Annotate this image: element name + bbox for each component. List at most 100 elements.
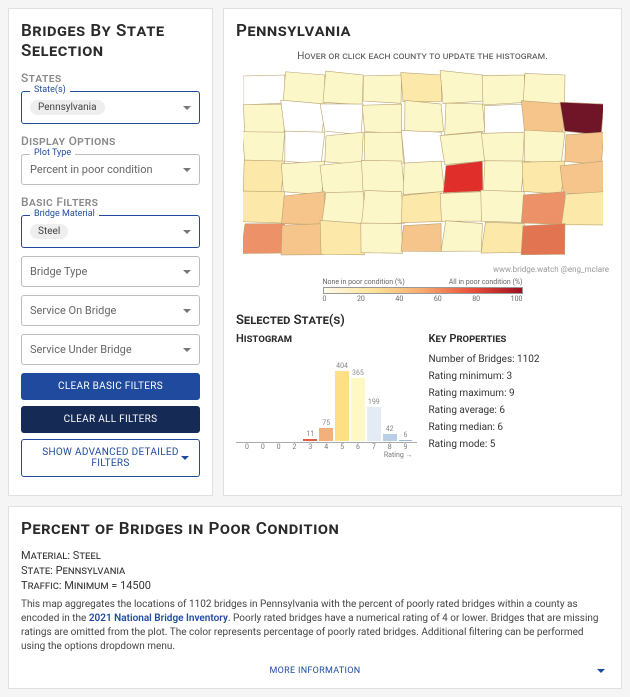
county[interactable] xyxy=(243,160,284,193)
info-line: Traffic: Minimum = 14500 xyxy=(21,579,609,592)
county[interactable] xyxy=(560,161,603,195)
county[interactable] xyxy=(480,190,524,222)
plot-type-value: Percent in poor condition xyxy=(30,163,153,176)
map-legend: None in poor condition (%) All in poor c… xyxy=(236,278,609,303)
map-attribution: www.bridge.watch @eng_mclare xyxy=(236,265,609,274)
histogram-title: Histogram xyxy=(236,332,417,345)
county[interactable] xyxy=(280,100,324,135)
map-panel: Pennsylvania Hover or click each county … xyxy=(223,8,622,496)
chevron-down-icon xyxy=(181,456,189,460)
county[interactable] xyxy=(283,72,325,105)
clear-all-button[interactable]: CLEAR ALL FILTERS xyxy=(21,406,200,433)
plot-type-select[interactable]: Plot Type Percent in poor condition xyxy=(21,154,200,185)
county[interactable] xyxy=(320,161,364,195)
county[interactable] xyxy=(521,101,565,135)
county[interactable] xyxy=(440,132,485,164)
service-under-value: Service Under Bridge xyxy=(30,343,132,356)
properties-block: Key Properties Number of Bridges: 1102Ra… xyxy=(429,332,610,459)
county[interactable] xyxy=(400,73,441,102)
county[interactable] xyxy=(403,161,444,194)
county[interactable] xyxy=(521,192,564,225)
display-heading: Display Options xyxy=(21,134,200,148)
county[interactable] xyxy=(281,161,324,195)
county[interactable] xyxy=(243,75,285,105)
info-title: Percent of Bridges in Poor Condition xyxy=(21,519,609,539)
county[interactable] xyxy=(324,132,362,165)
county[interactable] xyxy=(360,223,402,253)
county[interactable] xyxy=(443,161,482,193)
chevron-down-icon xyxy=(183,168,191,172)
county[interactable] xyxy=(281,192,324,225)
selected-heading: Selected State(s) xyxy=(236,313,609,328)
county[interactable] xyxy=(321,192,364,225)
county[interactable] xyxy=(444,103,484,135)
county-map[interactable] xyxy=(243,68,603,258)
county[interactable] xyxy=(361,160,405,195)
histogram-xlabel: Rating → xyxy=(236,451,417,459)
bridge-type-value: Bridge Type xyxy=(30,265,87,278)
states-select[interactable]: State(s) Pennsylvania xyxy=(21,91,200,124)
clear-basic-button[interactable]: CLEAR BASIC FILTERS xyxy=(21,373,200,400)
state-title: Pennsylvania xyxy=(236,21,609,41)
county[interactable] xyxy=(401,130,445,164)
county[interactable] xyxy=(364,132,403,163)
county[interactable] xyxy=(362,104,402,133)
material-chip: Steel xyxy=(30,224,68,239)
county[interactable] xyxy=(243,104,284,134)
info-line: State: Pennsylvania xyxy=(21,564,609,577)
states-heading: States xyxy=(21,71,200,85)
county[interactable] xyxy=(441,221,482,252)
county[interactable] xyxy=(521,224,565,255)
county[interactable] xyxy=(363,75,401,103)
county[interactable] xyxy=(243,132,285,163)
chevron-down-icon xyxy=(183,230,191,234)
legend-gradient xyxy=(323,287,523,294)
county[interactable] xyxy=(361,190,404,224)
county[interactable] xyxy=(284,131,324,165)
info-line: Material: Steel xyxy=(21,549,609,562)
county[interactable] xyxy=(401,192,442,223)
properties-title: Key Properties xyxy=(429,332,610,345)
county[interactable] xyxy=(320,104,363,135)
sidebar-panel: Bridges By State Selection States State(… xyxy=(8,8,213,496)
service-on-select[interactable]: Service On Bridge xyxy=(21,295,200,326)
county[interactable] xyxy=(320,220,364,255)
county[interactable] xyxy=(561,192,603,225)
county[interactable] xyxy=(564,132,602,165)
show-advanced-button[interactable]: SHOW ADVANCED DETAILED FILTERS xyxy=(21,439,200,477)
histogram-chart: 1175404365199426 xyxy=(236,351,417,441)
nbi-link[interactable]: 2021 National Bridge Inventory xyxy=(89,613,228,624)
county[interactable] xyxy=(440,192,482,221)
states-field-label: State(s) xyxy=(30,85,70,95)
county[interactable] xyxy=(481,132,524,163)
more-info-toggle[interactable]: MORE INFORMATION xyxy=(21,666,609,676)
county[interactable] xyxy=(243,224,285,254)
county[interactable] xyxy=(524,130,565,164)
filters-heading: Basic Filters xyxy=(21,195,200,209)
info-panel: Percent of Bridges in Poor Condition Mat… xyxy=(8,506,622,689)
county[interactable] xyxy=(323,71,363,105)
histogram-block: Histogram 1175404365199426 00023456789 R… xyxy=(236,332,417,459)
bridge-material-select[interactable]: Bridge Material Steel xyxy=(21,215,200,248)
county[interactable] xyxy=(522,161,565,194)
county[interactable] xyxy=(401,224,441,252)
county[interactable] xyxy=(482,75,525,105)
bridge-type-select[interactable]: Bridge Type xyxy=(21,256,200,287)
county[interactable] xyxy=(483,161,524,193)
service-on-value: Service On Bridge xyxy=(30,304,116,317)
county[interactable] xyxy=(523,73,565,104)
chevron-down-icon xyxy=(183,106,191,110)
county[interactable] xyxy=(404,100,443,133)
county[interactable] xyxy=(243,191,285,223)
service-under-select[interactable]: Service Under Bridge xyxy=(21,334,200,365)
chevron-down-icon xyxy=(183,348,191,352)
states-chip: Pennsylvania xyxy=(30,100,105,115)
county[interactable] xyxy=(560,102,603,135)
chevron-down-icon xyxy=(597,669,605,673)
county[interactable] xyxy=(440,70,483,103)
county[interactable] xyxy=(484,104,524,134)
material-label: Bridge Material xyxy=(30,209,99,219)
county[interactable] xyxy=(481,222,524,253)
county[interactable] xyxy=(281,224,325,255)
chevron-down-icon xyxy=(183,270,191,274)
